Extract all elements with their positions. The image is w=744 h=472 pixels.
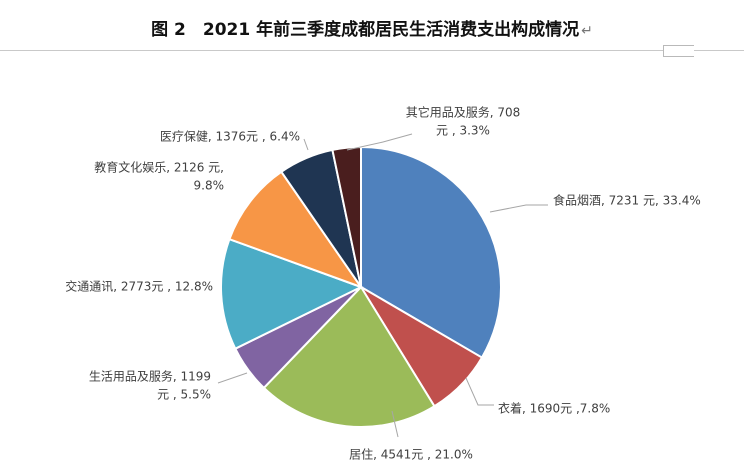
- pie-slice: [262, 285, 436, 428]
- leader-line: [465, 377, 494, 406]
- page-rule: [0, 50, 744, 51]
- slice-data-label: 元 , 5.5%: [157, 388, 211, 402]
- slice-data-label: 其它用品及服务, 708: [406, 105, 521, 120]
- leader-line: [489, 204, 548, 213]
- pie-slice: [228, 170, 364, 290]
- leader-line: [217, 372, 248, 384]
- pie-slice: [360, 145, 502, 359]
- return-mark-icon: ↵: [581, 23, 593, 39]
- chart-title-text: 图 2 2021 年前三季度成都居民生活消费支出构成情况: [151, 20, 580, 40]
- chart-title: 图 2 2021 年前三季度成都居民生活消费支出构成情况 ↵: [0, 15, 744, 40]
- leader-line: [391, 410, 399, 438]
- corner-marker: [663, 45, 694, 57]
- leader-line: [346, 133, 413, 151]
- leader-line: [303, 138, 309, 151]
- slice-data-label: 居住, 4541元 , 21.0%: [349, 448, 473, 462]
- slice-data-label: 元 , 3.3%: [436, 124, 490, 138]
- slice-data-label: 9.8%: [194, 179, 225, 193]
- slice-data-label: 食品烟酒, 7231 元, 33.4%: [553, 193, 701, 208]
- slice-data-label: 交通通讯, 2773元 , 12.8%: [65, 279, 213, 294]
- slice-data-label: 生活用品及服务, 1199: [89, 369, 211, 384]
- pie-slice: [220, 237, 364, 351]
- slice-data-label: 医疗保健, 1376元 , 6.4%: [160, 130, 300, 144]
- slice-data-label: 教育文化娱乐, 2126 元,: [94, 160, 224, 175]
- slice-data-label: 衣着, 1690元 ,7.8%: [498, 401, 610, 416]
